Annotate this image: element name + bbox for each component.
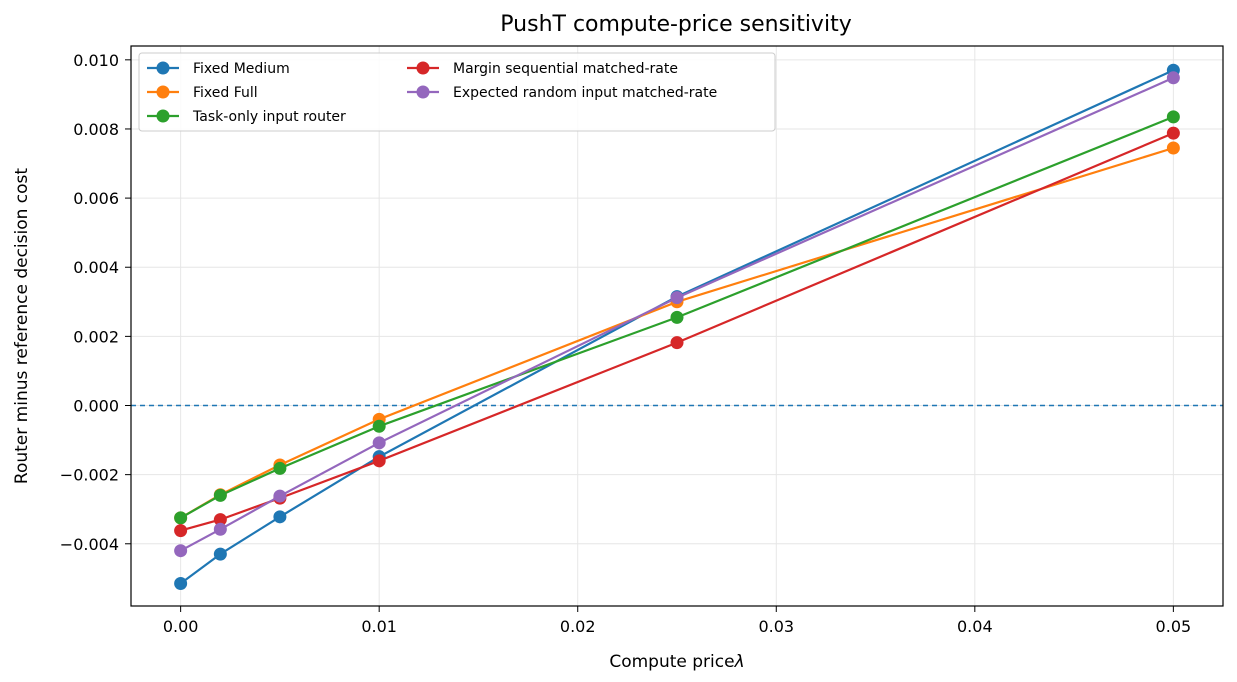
x-axis-label: Compute priceλ (609, 652, 744, 672)
y-tick-label: 0.004 (73, 258, 119, 277)
legend-item: Expected random input matched-rate (407, 85, 717, 101)
y-axis-ticks: −0.004 −0.002 0.000 0.002 0.004 0.006 0.008 0.0… (60, 51, 131, 554)
data-point (174, 544, 188, 558)
data-point (670, 310, 684, 324)
data-point (670, 336, 684, 350)
x-tick-label: 0.03 (758, 617, 794, 636)
plot-frame (130, 45, 1224, 607)
data-point (273, 489, 287, 503)
x-tick-label: 0.01 (361, 617, 397, 636)
data-point (213, 513, 227, 527)
x-tick-label: 0.05 (1156, 617, 1192, 636)
legend-swatch-marker (416, 61, 430, 75)
series-line (180, 132, 1174, 532)
y-tick-label: −0.002 (60, 466, 119, 485)
series-group (174, 63, 1180, 591)
data-point (174, 577, 188, 591)
series-line (179, 69, 1174, 585)
legend-item: Fixed Medium (147, 61, 290, 77)
data-point (1166, 71, 1180, 85)
y-tick-label: −0.004 (60, 535, 119, 554)
series-line (180, 76, 1174, 552)
legend-item: Margin sequential matched-rate (407, 61, 678, 77)
series-task-only-input-router (174, 110, 1180, 525)
data-point (273, 461, 287, 475)
chart-title: PushT compute-price sensitivity (500, 12, 851, 37)
legend-swatch-marker (416, 85, 430, 99)
y-tick-label: 0.006 (73, 189, 119, 208)
data-point (372, 436, 386, 450)
y-tick-label: 0.000 (73, 397, 119, 416)
x-tick-label: 0.04 (957, 617, 993, 636)
data-point (174, 511, 188, 525)
data-point (174, 524, 188, 538)
data-point (1166, 141, 1180, 155)
y-axis-label: Router minus reference decision cost (12, 168, 32, 484)
y-tick-label: 0.010 (73, 51, 119, 70)
data-point (213, 488, 227, 502)
legend-swatch-marker (156, 109, 170, 123)
legend-item: Task-only input router (147, 109, 346, 125)
data-point (273, 510, 287, 524)
series-line (180, 115, 1174, 519)
legend-label: Task-only input router (192, 109, 346, 125)
x-axis-label-symbol: λ (734, 652, 745, 672)
series-expected-random-input-matched-rate (174, 71, 1180, 558)
data-point (670, 291, 684, 305)
legend-label: Fixed Full (193, 85, 258, 101)
legend-label: Margin sequential matched-rate (453, 61, 678, 77)
legend-frame (138, 52, 776, 132)
y-tick-label: 0.008 (73, 120, 119, 139)
data-point (213, 547, 227, 561)
data-point (213, 522, 227, 536)
x-tick-label: 0.00 (163, 617, 199, 636)
legend-label: Fixed Medium (193, 61, 290, 77)
data-point (372, 419, 386, 433)
x-axis-label-text: Compute price (609, 652, 734, 672)
data-point (372, 454, 386, 468)
y-tick-label: 0.002 (73, 327, 119, 346)
legend-swatch-marker (156, 85, 170, 99)
legend-item: Fixed Full (147, 85, 258, 101)
data-point (1166, 110, 1180, 124)
x-tick-label: 0.02 (560, 617, 596, 636)
legend-swatch-marker (156, 61, 170, 75)
data-point (1166, 126, 1180, 140)
legend-label: Expected random input matched-rate (453, 85, 717, 101)
x-axis-ticks: 0.00 0.01 0.02 0.03 0.04 0.05 (163, 606, 1191, 636)
legend: Fixed Medium Fixed Full Task-only input ro… (138, 52, 776, 132)
